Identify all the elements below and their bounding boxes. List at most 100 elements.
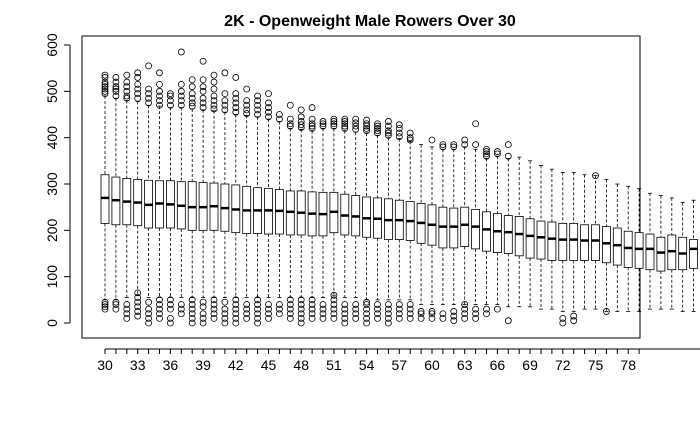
outlier-point xyxy=(166,301,174,308)
outlier-point xyxy=(112,92,120,100)
outlier-point xyxy=(319,301,327,308)
box-iqr xyxy=(492,213,502,253)
outlier-point xyxy=(363,310,371,318)
outlier-point xyxy=(352,310,360,318)
x-tick-label: 51 xyxy=(326,357,342,373)
outlier-point xyxy=(275,301,283,308)
outlier-point xyxy=(156,80,163,88)
box-iqr xyxy=(514,216,524,257)
outlier-point xyxy=(156,87,163,95)
box-iqr xyxy=(612,227,622,266)
outlier-point xyxy=(384,131,392,139)
box-iqr xyxy=(602,226,611,264)
y-tick-label: 400 xyxy=(44,126,60,150)
outlier-point xyxy=(210,105,218,113)
outlier-point xyxy=(352,115,360,123)
outlier-point xyxy=(363,305,371,313)
outlier-point xyxy=(101,301,109,308)
box-52 xyxy=(340,115,350,327)
outlier-point xyxy=(221,106,229,114)
outlier-point xyxy=(319,122,327,130)
outlier-point xyxy=(166,97,174,104)
outlier-point xyxy=(592,172,599,180)
outlier-point xyxy=(254,106,262,114)
outlier-point xyxy=(134,69,142,77)
outlier-point xyxy=(352,122,360,130)
outlier-point xyxy=(177,310,185,318)
box-iqr xyxy=(482,211,491,252)
outlier-point xyxy=(297,296,305,304)
box-undefined xyxy=(667,197,677,310)
box-68 xyxy=(514,156,524,308)
outlier-point xyxy=(483,148,490,155)
outlier-point xyxy=(363,124,371,132)
outlier-point xyxy=(570,317,578,325)
outlier-point xyxy=(199,76,207,84)
box-undefined xyxy=(645,192,655,310)
outlier-point xyxy=(177,301,185,308)
y-tick-label: 200 xyxy=(44,218,60,242)
outlier-point xyxy=(134,308,142,315)
outlier-point xyxy=(352,314,360,322)
box-59 xyxy=(416,144,426,322)
outlier-point xyxy=(341,120,349,128)
outlier-point xyxy=(101,90,109,98)
outlier-point xyxy=(188,314,196,322)
outlier-point xyxy=(265,113,272,121)
outlier-point xyxy=(384,301,392,308)
outlier-point xyxy=(395,305,403,313)
outlier-point xyxy=(265,314,272,322)
outlier-point xyxy=(145,319,153,327)
outlier-point xyxy=(384,127,392,135)
x-tick-label: 54 xyxy=(359,357,375,373)
box-35 xyxy=(155,69,164,322)
outlier-point xyxy=(297,106,305,114)
plot-frame xyxy=(81,35,641,339)
outlier-point xyxy=(210,71,218,79)
outlier-point xyxy=(428,136,436,144)
outlier-point xyxy=(112,301,120,308)
outlier-point xyxy=(254,305,262,313)
box-58 xyxy=(405,129,415,322)
outlier-point xyxy=(123,310,131,318)
outlier-point xyxy=(156,92,163,100)
box-53 xyxy=(351,115,361,322)
outlier-point xyxy=(156,305,163,313)
outlier-point xyxy=(166,305,174,313)
outlier-point xyxy=(188,94,196,102)
outlier-point xyxy=(265,99,272,107)
box-iqr xyxy=(547,221,557,261)
outlier-point xyxy=(461,301,469,308)
outlier-point xyxy=(319,314,327,322)
outlier-point xyxy=(439,141,447,149)
outlier-point xyxy=(395,121,403,129)
outlier-point xyxy=(123,71,131,79)
outlier-point xyxy=(330,118,338,125)
box-65 xyxy=(482,145,491,318)
outlier-point xyxy=(254,101,262,109)
outlier-point xyxy=(177,101,185,109)
box-67 xyxy=(503,141,513,325)
outlier-point xyxy=(363,120,371,128)
outlier-point xyxy=(232,305,240,313)
outlier-point xyxy=(374,122,381,130)
outlier-point xyxy=(341,118,349,125)
box-42 xyxy=(231,74,241,327)
outlier-point xyxy=(134,85,142,93)
box-iqr xyxy=(503,215,513,254)
outlier-point xyxy=(297,121,305,129)
outlier-point xyxy=(145,314,153,322)
outlier-point xyxy=(384,118,392,125)
outlier-point xyxy=(275,305,283,313)
outlier-point xyxy=(384,122,392,130)
box-31 xyxy=(111,74,121,313)
outlier-point xyxy=(461,141,469,149)
outlier-point xyxy=(493,150,501,158)
outlier-point xyxy=(265,305,272,313)
outlier-point xyxy=(188,102,196,110)
box-57 xyxy=(394,121,404,322)
outlier-point xyxy=(439,314,447,322)
outlier-point xyxy=(156,69,163,77)
outlier-point xyxy=(330,120,338,128)
outlier-point xyxy=(232,99,240,107)
